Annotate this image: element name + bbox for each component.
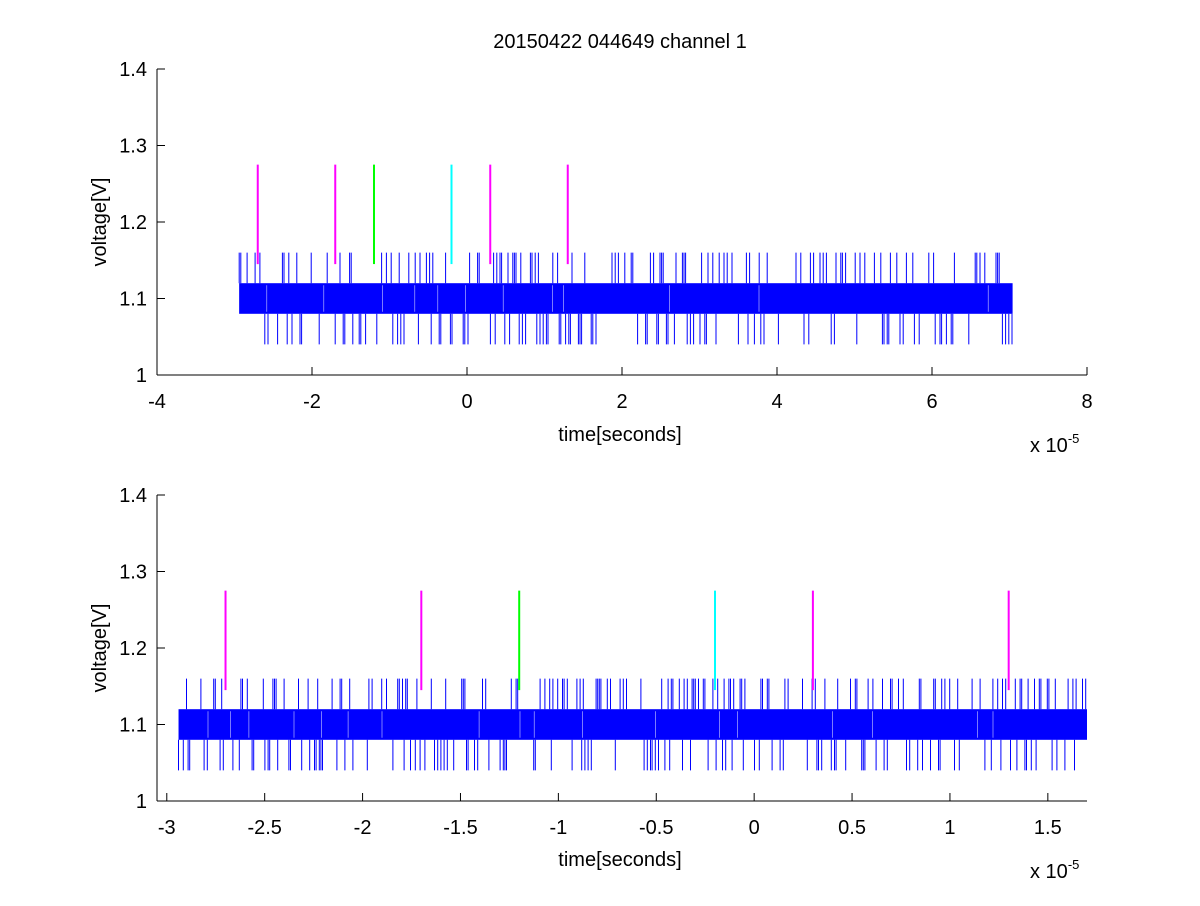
bottom-x-multiplier-label: x 10 (1030, 861, 1068, 883)
y-tick-label: 1 (136, 791, 147, 813)
x-tick-label: 0 (461, 391, 472, 413)
x-tick-label: 0.5 (838, 817, 866, 839)
signal-texture (266, 285, 989, 312)
x-tick-label: 2 (616, 391, 627, 413)
figure-title: 20150422 044649 channel 1 (493, 31, 747, 53)
x-tick-label: 1.5 (1034, 817, 1062, 839)
signal-excursions (238, 252, 1013, 345)
bottom-signal-trace (178, 678, 1087, 771)
bottom-axes-frame (156, 494, 1087, 802)
top-axes-frame (156, 68, 1088, 376)
y-tick-label: 1.3 (119, 562, 147, 584)
x-tick-label: 4 (771, 391, 782, 413)
top-x-multiplier-exponent: -5 (1068, 431, 1080, 446)
top-axes: -4 -2 0 2 4 6 8 1 1.1 1.2 1.3 1.4 time[seconds] vo… (89, 59, 1093, 457)
x-tick-label: -1 (549, 817, 567, 839)
bottom-y-axis-label: voltage[V] (89, 604, 111, 693)
bottom-x-multiplier-exponent: -5 (1068, 857, 1080, 872)
x-tick-label: -0.5 (639, 817, 673, 839)
x-tick-label: 1 (944, 817, 955, 839)
bottom-x-exponent: x 10-5 (1030, 857, 1079, 883)
y-tick-label: 1.2 (119, 638, 147, 660)
signal-band (239, 283, 1013, 314)
y-tick-label: 1 (136, 365, 147, 387)
bottom-x-axis-label: time[seconds] (558, 849, 681, 871)
x-tick-label: -2 (354, 817, 372, 839)
signal-band (178, 709, 1087, 740)
signal-texture (207, 711, 994, 738)
y-tick-label: 1.1 (119, 715, 147, 737)
y-tick-label: 1.2 (119, 212, 147, 234)
top-x-multiplier-label: x 10 (1030, 435, 1068, 457)
top-x-exponent: x 10-5 (1030, 431, 1079, 457)
y-tick-label: 1.4 (119, 485, 147, 507)
top-signal-trace (238, 252, 1013, 345)
top-x-tick-labels: -4 -2 0 2 4 6 8 (148, 391, 1092, 413)
x-tick-label: -4 (148, 391, 166, 413)
bottom-event-markers (224, 590, 1010, 691)
x-tick-label: 8 (1081, 391, 1092, 413)
bottom-x-tick-labels: -3 -2.5 -2 -1.5 -1 -0.5 0 0.5 1 1.5 (158, 817, 1062, 839)
bottom-y-tick-labels: 1 1.1 1.2 1.3 1.4 (119, 485, 147, 813)
x-tick-label: 6 (926, 391, 937, 413)
top-y-axis-label: voltage[V] (89, 178, 111, 267)
y-tick-label: 1.1 (119, 289, 147, 311)
x-tick-label: -3 (158, 817, 176, 839)
y-tick-label: 1.3 (119, 136, 147, 158)
signal-excursions (178, 678, 1087, 771)
bottom-axes: -3 -2.5 -2 -1.5 -1 -0.5 0 0.5 1 1.5 1 1.1 1.2 1.3 1.4… (89, 485, 1087, 883)
x-tick-label: 0 (749, 817, 760, 839)
top-y-tick-labels: 1 1.1 1.2 1.3 1.4 (119, 59, 147, 387)
top-event-markers (256, 164, 569, 265)
x-tick-label: -2.5 (247, 817, 281, 839)
x-tick-label: -2 (303, 391, 321, 413)
top-x-axis-label: time[seconds] (558, 424, 681, 446)
x-tick-label: -1.5 (443, 817, 477, 839)
y-tick-label: 1.4 (119, 59, 147, 81)
